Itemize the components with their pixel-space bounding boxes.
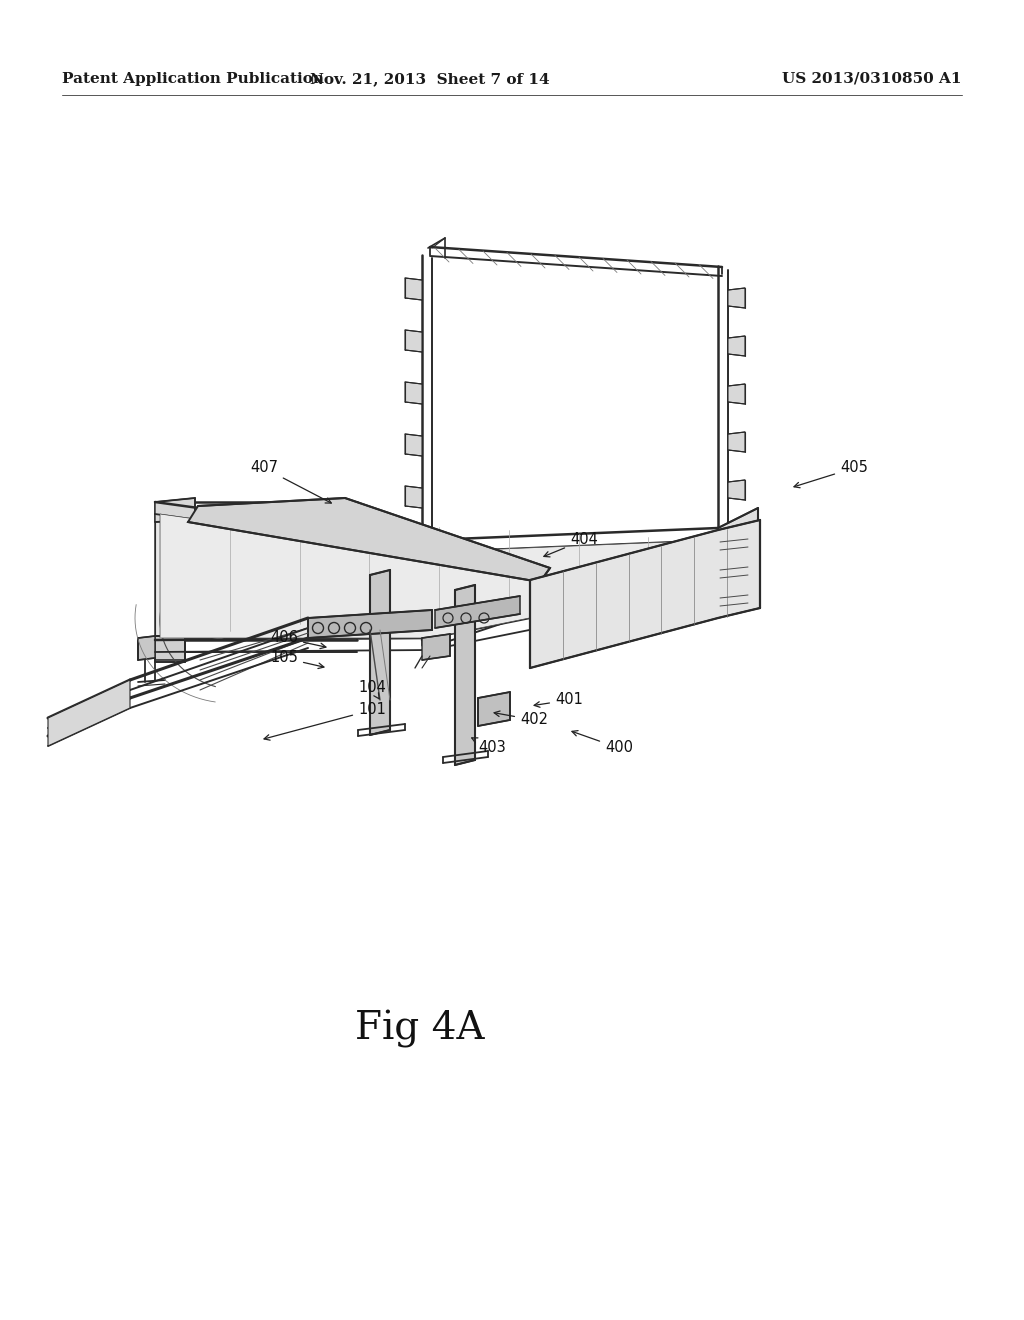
Text: Nov. 21, 2013  Sheet 7 of 14: Nov. 21, 2013 Sheet 7 of 14 — [310, 73, 550, 86]
Polygon shape — [728, 288, 745, 308]
Polygon shape — [308, 610, 432, 638]
Polygon shape — [435, 597, 520, 628]
Polygon shape — [155, 498, 195, 521]
Polygon shape — [478, 692, 510, 726]
Polygon shape — [155, 636, 185, 660]
Polygon shape — [406, 279, 422, 300]
Text: Patent Application Publication: Patent Application Publication — [62, 73, 324, 86]
Text: 400: 400 — [572, 730, 633, 755]
Text: 105: 105 — [270, 651, 324, 668]
Polygon shape — [406, 330, 422, 352]
Text: 405: 405 — [794, 461, 868, 488]
Polygon shape — [422, 634, 450, 660]
Polygon shape — [728, 337, 745, 356]
Polygon shape — [728, 531, 748, 565]
Polygon shape — [406, 539, 422, 560]
Text: Fig 4A: Fig 4A — [355, 1010, 484, 1048]
Text: 404: 404 — [544, 532, 598, 557]
Polygon shape — [155, 513, 357, 638]
Text: 407: 407 — [250, 461, 332, 503]
Text: 406: 406 — [270, 631, 326, 648]
Text: 403: 403 — [472, 738, 506, 755]
Text: 101: 101 — [264, 702, 386, 741]
Polygon shape — [718, 508, 758, 579]
Polygon shape — [188, 498, 550, 582]
Polygon shape — [165, 560, 280, 640]
Polygon shape — [728, 432, 745, 451]
Text: 401: 401 — [535, 693, 583, 708]
Text: 104: 104 — [358, 681, 386, 698]
Polygon shape — [728, 480, 745, 500]
Text: 402: 402 — [495, 711, 548, 727]
Polygon shape — [160, 513, 718, 638]
Polygon shape — [370, 570, 390, 735]
Polygon shape — [530, 520, 760, 668]
Polygon shape — [406, 381, 422, 404]
Polygon shape — [455, 585, 475, 766]
Polygon shape — [48, 680, 130, 746]
Polygon shape — [728, 384, 745, 404]
Polygon shape — [406, 434, 422, 455]
Polygon shape — [138, 636, 155, 660]
Polygon shape — [406, 590, 422, 612]
Text: US 2013/0310850 A1: US 2013/0310850 A1 — [782, 73, 962, 86]
Polygon shape — [406, 486, 422, 508]
